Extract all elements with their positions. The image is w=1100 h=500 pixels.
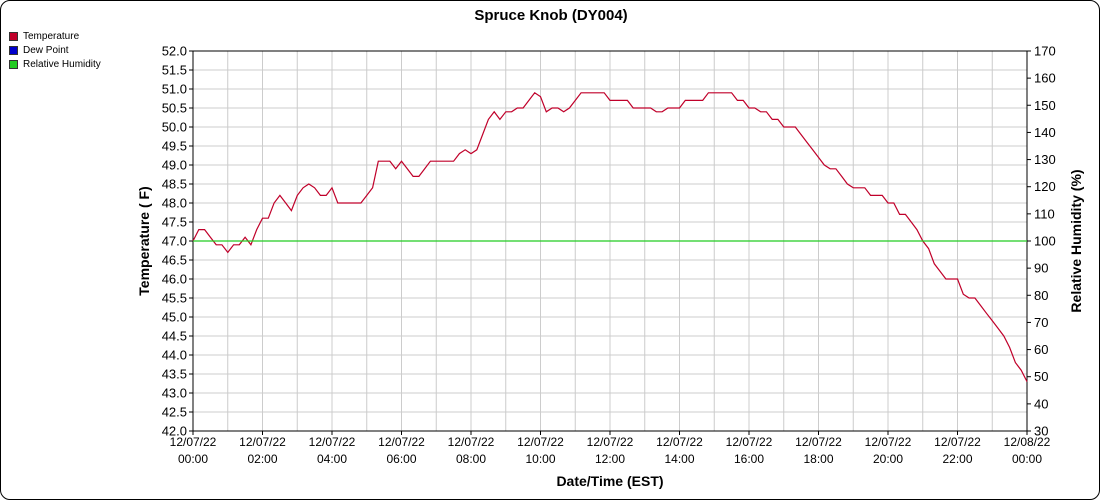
y-tick-label: 51.5 [162,63,187,78]
x-tick-date: 12/07/22 [378,435,425,449]
x-tick-time: 10:00 [525,452,555,466]
legend-swatch-relative-humidity [9,59,18,69]
x-tick-time: 20:00 [873,452,903,466]
y2-axis-label: Relative Humidity (%) [1068,169,1084,312]
legend-swatch-temperature [9,31,18,41]
x-tick-date: 12/07/22 [726,435,773,449]
x-tick-date: 12/07/22 [656,435,703,449]
y2-tick-label: 140 [1034,125,1056,140]
y-axis-label: Temperature ( F) [136,186,152,295]
y-tick-label: 47.0 [162,234,187,249]
x-tick-label: 12/07/22 14:00 [656,435,703,466]
x-tick-label: 12/07/22 10:00 [517,435,564,466]
chart-legend: Temperature Dew Point Relative Humidity [9,29,101,71]
y-tick-label: 47.5 [162,215,187,230]
series-line-temperature [192,91,1028,382]
y2-tick-label: 90 [1034,261,1048,276]
x-tick-time: 00:00 [178,452,208,466]
legend-item-dew-point: Dew Point [9,43,101,57]
y2-tick-label: 80 [1034,288,1048,303]
x-tick-date: 12/07/22 [170,435,217,449]
legend-item-relative-humidity: Relative Humidity [9,57,101,71]
y2-tick-label: 160 [1034,71,1056,86]
x-tick-date: 12/07/22 [587,435,634,449]
x-tick-time: 14:00 [664,452,694,466]
y-tick-label: 49.0 [162,158,187,173]
x-tick-label: 12/07/22 08:00 [448,435,495,466]
x-tick-time: 00:00 [1012,452,1042,466]
y-tick-label: 43.0 [162,386,187,401]
y-tick-label: 50.5 [162,101,187,116]
x-tick-time: 02:00 [247,452,277,466]
y-tick-label: 51.0 [162,82,187,97]
x-tick-time: 08:00 [456,452,486,466]
y2-tick-label: 110 [1034,206,1055,221]
y2-axis-ticks: 30 40 50 60 70 80 90 100 110 120 130 140 150 160 170 [1027,44,1056,439]
legend-item-temperature: Temperature [9,29,101,43]
y-tick-label: 44.5 [162,329,187,344]
y-tick-label: 42.0 [162,424,187,439]
y2-tick-label: 40 [1034,396,1048,411]
x-tick-time: 04:00 [317,452,347,466]
y-tick-label: 45.5 [162,291,187,306]
legend-swatch-dew-point [9,45,18,55]
y-tick-label: 49.5 [162,139,187,154]
y-tick-label: 48.0 [162,196,187,211]
x-tick-label: 12/07/22 06:00 [378,435,425,466]
x-tick-date: 12/08/22 [1004,435,1051,449]
y-tick-label: 46.0 [162,272,187,287]
x-tick-time: 22:00 [942,452,972,466]
x-tick-date: 12/07/22 [934,435,981,449]
x-tick-time: 06:00 [386,452,416,466]
y-tick-label: 52.0 [162,44,187,59]
x-tick-label: 12/07/22 12:00 [587,435,634,466]
x-tick-date: 12/07/22 [865,435,912,449]
y-tick-label: 42.5 [162,405,187,420]
y-tick-label: 48.5 [162,177,187,192]
y2-tick-label: 70 [1034,315,1048,330]
y-tick-label: 43.5 [162,367,187,382]
chart-title: Spruce Knob (DY004) [474,7,627,24]
x-tick-label: 12/07/22 00:00 [170,435,217,466]
y-tick-label: 45.0 [162,310,187,325]
x-tick-date: 12/07/22 [795,435,842,449]
x-axis-ticks: 12/07/2200:0012/07/2202:0012/07/2204:001… [170,431,1051,466]
y2-tick-label: 130 [1034,152,1056,167]
x-tick-label: 12/07/22 16:00 [726,435,773,466]
x-tick-label: 12/07/22 04:00 [309,435,356,466]
y2-tick-label: 100 [1034,234,1056,249]
y-tick-label: 50.0 [162,120,187,135]
x-tick-date: 12/07/22 [309,435,356,449]
y2-tick-label: 150 [1034,98,1056,113]
x-tick-label: 12/07/22 02:00 [239,435,286,466]
x-tick-time: 12:00 [595,452,625,466]
series-lines [192,91,1028,382]
x-tick-label: 12/07/22 18:00 [795,435,842,466]
y2-tick-label: 30 [1034,424,1048,439]
legend-label-temperature: Temperature [23,30,80,42]
y2-tick-label: 50 [1034,369,1048,384]
y-axis-ticks: 42.0 42.5 43.0 43.5 44.0 44.5 45.0 45.5 46.0 46.5… [162,44,193,439]
y2-tick-label: 120 [1034,179,1056,194]
x-tick-time: 16:00 [734,452,764,466]
y-tick-label: 44.0 [162,348,187,363]
y-tick-label: 46.5 [162,253,187,268]
x-tick-date: 12/07/22 [517,435,564,449]
y2-tick-label: 170 [1034,44,1056,59]
legend-label-dew-point: Dew Point [23,44,69,56]
x-tick-time: 18:00 [803,452,833,466]
x-tick-date: 12/07/22 [239,435,286,449]
y2-tick-label: 60 [1034,342,1048,357]
legend-label-relative-humidity: Relative Humidity [23,58,101,70]
x-tick-date: 12/07/22 [448,435,495,449]
x-tick-label: 12/07/22 22:00 [934,435,981,466]
x-axis-label: Date/Time (EST) [556,473,663,489]
x-tick-label: 12/07/22 20:00 [865,435,912,466]
x-tick-label: 12/08/22 00:00 [1004,435,1051,466]
